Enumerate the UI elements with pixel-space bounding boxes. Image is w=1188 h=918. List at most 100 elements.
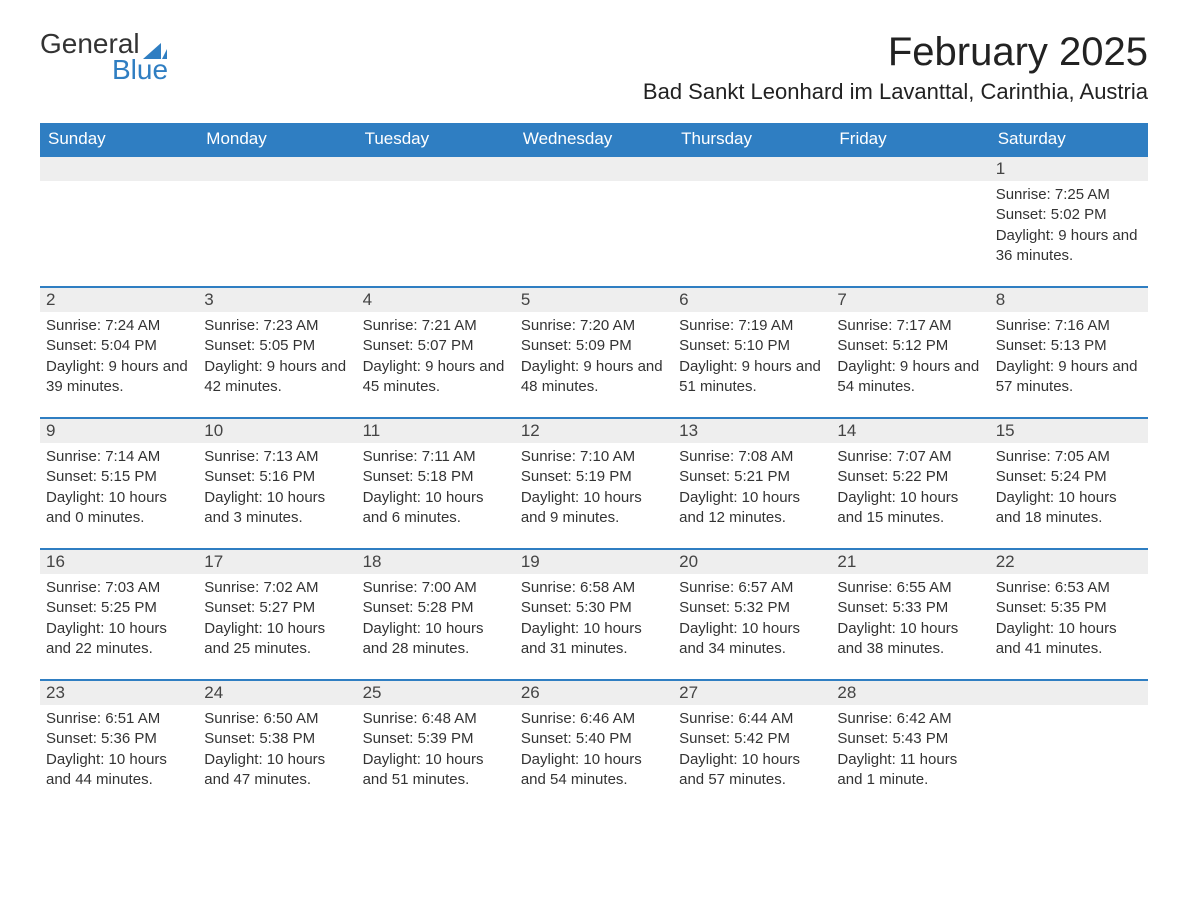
- calendar-cell: 28Sunrise: 6:42 AMSunset: 5:43 PMDayligh…: [831, 679, 989, 810]
- day-content: [40, 181, 198, 281]
- calendar-cell: 25Sunrise: 6:48 AMSunset: 5:39 PMDayligh…: [357, 679, 515, 810]
- calendar-cell: [673, 155, 831, 286]
- calendar-cell: 12Sunrise: 7:10 AMSunset: 5:19 PMDayligh…: [515, 417, 673, 548]
- calendar-cell: 18Sunrise: 7:00 AMSunset: 5:28 PMDayligh…: [357, 548, 515, 679]
- weekday-header: Saturday: [990, 123, 1148, 155]
- calendar-week-row: 23Sunrise: 6:51 AMSunset: 5:36 PMDayligh…: [40, 679, 1148, 810]
- day-content: [673, 181, 831, 281]
- day-content: Sunrise: 7:10 AMSunset: 5:19 PMDaylight:…: [515, 443, 673, 548]
- date-bar: 15: [990, 417, 1148, 443]
- calendar-cell: 14Sunrise: 7:07 AMSunset: 5:22 PMDayligh…: [831, 417, 989, 548]
- day-content: Sunrise: 7:24 AMSunset: 5:04 PMDaylight:…: [40, 312, 198, 417]
- calendar-cell: 4Sunrise: 7:21 AMSunset: 5:07 PMDaylight…: [357, 286, 515, 417]
- calendar-cell: 26Sunrise: 6:46 AMSunset: 5:40 PMDayligh…: [515, 679, 673, 810]
- day-content: Sunrise: 7:16 AMSunset: 5:13 PMDaylight:…: [990, 312, 1148, 417]
- date-bar: [198, 155, 356, 181]
- weekday-header: Tuesday: [357, 123, 515, 155]
- logo: General Blue: [40, 30, 168, 84]
- date-bar: 2: [40, 286, 198, 312]
- calendar-cell: 23Sunrise: 6:51 AMSunset: 5:36 PMDayligh…: [40, 679, 198, 810]
- calendar-cell: 1Sunrise: 7:25 AMSunset: 5:02 PMDaylight…: [990, 155, 1148, 286]
- weekday-header: Thursday: [673, 123, 831, 155]
- date-bar: 21: [831, 548, 989, 574]
- day-content: [357, 181, 515, 281]
- day-content: Sunrise: 6:55 AMSunset: 5:33 PMDaylight:…: [831, 574, 989, 679]
- calendar-cell: 2Sunrise: 7:24 AMSunset: 5:04 PMDaylight…: [40, 286, 198, 417]
- calendar-cell: [990, 679, 1148, 810]
- date-bar: 10: [198, 417, 356, 443]
- day-content: Sunrise: 7:05 AMSunset: 5:24 PMDaylight:…: [990, 443, 1148, 548]
- logo-text-b: Blue: [40, 56, 168, 84]
- calendar-cell: 22Sunrise: 6:53 AMSunset: 5:35 PMDayligh…: [990, 548, 1148, 679]
- calendar-cell: 6Sunrise: 7:19 AMSunset: 5:10 PMDaylight…: [673, 286, 831, 417]
- date-bar: 25: [357, 679, 515, 705]
- date-bar: 1: [990, 155, 1148, 181]
- day-content: Sunrise: 6:51 AMSunset: 5:36 PMDaylight:…: [40, 705, 198, 810]
- day-content: Sunrise: 6:57 AMSunset: 5:32 PMDaylight:…: [673, 574, 831, 679]
- day-content: Sunrise: 7:19 AMSunset: 5:10 PMDaylight:…: [673, 312, 831, 417]
- date-bar: [40, 155, 198, 181]
- day-content: Sunrise: 6:44 AMSunset: 5:42 PMDaylight:…: [673, 705, 831, 810]
- day-content: Sunrise: 7:08 AMSunset: 5:21 PMDaylight:…: [673, 443, 831, 548]
- calendar-cell: 13Sunrise: 7:08 AMSunset: 5:21 PMDayligh…: [673, 417, 831, 548]
- date-bar: [357, 155, 515, 181]
- date-bar: 18: [357, 548, 515, 574]
- date-bar: 20: [673, 548, 831, 574]
- day-content: Sunrise: 6:46 AMSunset: 5:40 PMDaylight:…: [515, 705, 673, 810]
- day-content: [198, 181, 356, 281]
- date-bar: 4: [357, 286, 515, 312]
- header: General Blue February 2025 Bad Sankt Leo…: [40, 30, 1148, 115]
- date-bar: 16: [40, 548, 198, 574]
- calendar-cell: 24Sunrise: 6:50 AMSunset: 5:38 PMDayligh…: [198, 679, 356, 810]
- day-content: Sunrise: 7:17 AMSunset: 5:12 PMDaylight:…: [831, 312, 989, 417]
- date-bar: 28: [831, 679, 989, 705]
- date-bar: 14: [831, 417, 989, 443]
- date-bar: 19: [515, 548, 673, 574]
- calendar-cell: [831, 155, 989, 286]
- date-bar: [515, 155, 673, 181]
- calendar-cell: [515, 155, 673, 286]
- date-bar: [990, 679, 1148, 705]
- calendar-cell: 7Sunrise: 7:17 AMSunset: 5:12 PMDaylight…: [831, 286, 989, 417]
- date-bar: 24: [198, 679, 356, 705]
- date-bar: 8: [990, 286, 1148, 312]
- calendar-cell: 5Sunrise: 7:20 AMSunset: 5:09 PMDaylight…: [515, 286, 673, 417]
- date-bar: 7: [831, 286, 989, 312]
- day-content: [990, 705, 1148, 805]
- day-content: [831, 181, 989, 281]
- logo-sail-icon: [143, 36, 167, 52]
- day-content: Sunrise: 7:21 AMSunset: 5:07 PMDaylight:…: [357, 312, 515, 417]
- calendar-cell: 11Sunrise: 7:11 AMSunset: 5:18 PMDayligh…: [357, 417, 515, 548]
- calendar-week-row: 16Sunrise: 7:03 AMSunset: 5:25 PMDayligh…: [40, 548, 1148, 679]
- day-content: Sunrise: 7:11 AMSunset: 5:18 PMDaylight:…: [357, 443, 515, 548]
- date-bar: 27: [673, 679, 831, 705]
- day-content: Sunrise: 6:58 AMSunset: 5:30 PMDaylight:…: [515, 574, 673, 679]
- day-content: Sunrise: 6:50 AMSunset: 5:38 PMDaylight:…: [198, 705, 356, 810]
- calendar-cell: [40, 155, 198, 286]
- calendar-cell: 17Sunrise: 7:02 AMSunset: 5:27 PMDayligh…: [198, 548, 356, 679]
- day-content: Sunrise: 7:23 AMSunset: 5:05 PMDaylight:…: [198, 312, 356, 417]
- calendar-cell: 20Sunrise: 6:57 AMSunset: 5:32 PMDayligh…: [673, 548, 831, 679]
- date-bar: 12: [515, 417, 673, 443]
- calendar-cell: 3Sunrise: 7:23 AMSunset: 5:05 PMDaylight…: [198, 286, 356, 417]
- calendar-cell: 16Sunrise: 7:03 AMSunset: 5:25 PMDayligh…: [40, 548, 198, 679]
- weekday-header: Wednesday: [515, 123, 673, 155]
- day-content: Sunrise: 7:00 AMSunset: 5:28 PMDaylight:…: [357, 574, 515, 679]
- date-bar: 6: [673, 286, 831, 312]
- weekday-header: Monday: [198, 123, 356, 155]
- calendar-cell: 15Sunrise: 7:05 AMSunset: 5:24 PMDayligh…: [990, 417, 1148, 548]
- date-bar: 22: [990, 548, 1148, 574]
- date-bar: 26: [515, 679, 673, 705]
- date-bar: 9: [40, 417, 198, 443]
- calendar-cell: [198, 155, 356, 286]
- calendar-table: SundayMondayTuesdayWednesdayThursdayFrid…: [40, 123, 1148, 810]
- calendar-week-row: 9Sunrise: 7:14 AMSunset: 5:15 PMDaylight…: [40, 417, 1148, 548]
- day-content: Sunrise: 7:02 AMSunset: 5:27 PMDaylight:…: [198, 574, 356, 679]
- month-title: February 2025: [643, 30, 1148, 75]
- weekday-header: Friday: [831, 123, 989, 155]
- date-bar: [673, 155, 831, 181]
- calendar-cell: 27Sunrise: 6:44 AMSunset: 5:42 PMDayligh…: [673, 679, 831, 810]
- calendar-cell: 10Sunrise: 7:13 AMSunset: 5:16 PMDayligh…: [198, 417, 356, 548]
- calendar-cell: 21Sunrise: 6:55 AMSunset: 5:33 PMDayligh…: [831, 548, 989, 679]
- date-bar: 3: [198, 286, 356, 312]
